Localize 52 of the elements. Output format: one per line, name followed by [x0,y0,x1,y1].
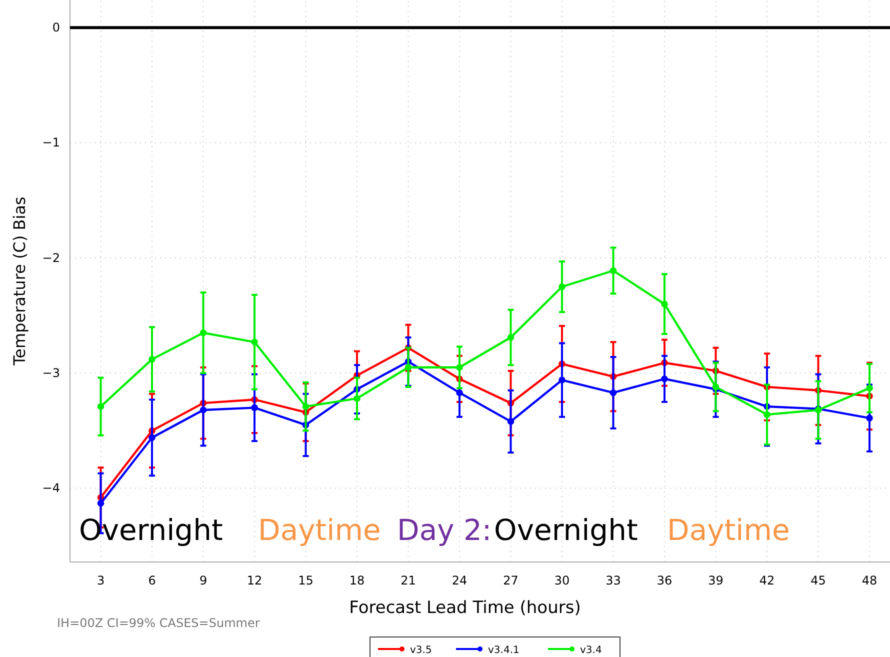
x-tick-label: 24 [452,574,468,588]
point [610,267,617,274]
point [866,414,873,422]
annotation: Overnight [494,513,638,547]
point [610,389,617,396]
text: IH=00Z CI=99% CASES=Summer [57,616,260,630]
y-axis-title: Temperature (C) Bias [10,196,29,366]
legend-label: v3.4.1 [488,645,520,656]
point [200,329,207,336]
annotation: Daytime [667,513,790,547]
x-tick-label: 15 [298,574,314,588]
x-tick-label: 39 [708,574,724,588]
point [148,356,156,363]
legend-label: v3.5 [410,645,432,656]
point [764,411,770,418]
point [558,283,566,290]
x-tick-label: 36 [656,574,672,588]
annotation: Daytime [258,513,381,547]
x-tick-label: 33 [606,574,621,588]
y-tick-label: 0 [52,20,60,34]
x-tick-label: 6 [148,574,156,588]
x-tick-label: 42 [759,574,775,588]
y-tick-label: −4 [42,481,60,496]
point [251,404,258,412]
x-tick-label: 9 [199,574,208,588]
point [558,376,566,384]
point [302,403,310,410]
x-tick-label: 27 [503,574,518,588]
x-tick-label: 3 [96,574,105,588]
point [507,418,514,425]
point [507,334,514,341]
point [661,300,668,308]
x-tick-label: 12 [246,574,262,588]
y-tick-label: −3 [42,366,60,380]
legend-label: v3.4 [580,645,602,656]
point [712,384,720,390]
x-tick-label: 21 [400,574,416,588]
x-tick-label: 48 [862,574,878,588]
point [148,434,156,441]
point [251,338,258,346]
point [661,376,668,382]
x-tick-label: 18 [349,574,365,588]
point [200,406,207,414]
y-tick-label: −1 [42,136,60,150]
annotation: Day 2: [397,513,492,547]
x-tick-label: 45 [810,574,826,588]
y-tick-label: −2 [42,250,60,265]
point [97,500,104,507]
annotation: Overnight [79,513,223,547]
x-tick-label: 30 [554,574,570,588]
x-axis-title: Forecast Lead Time (hours) [349,598,581,618]
point [97,403,104,410]
